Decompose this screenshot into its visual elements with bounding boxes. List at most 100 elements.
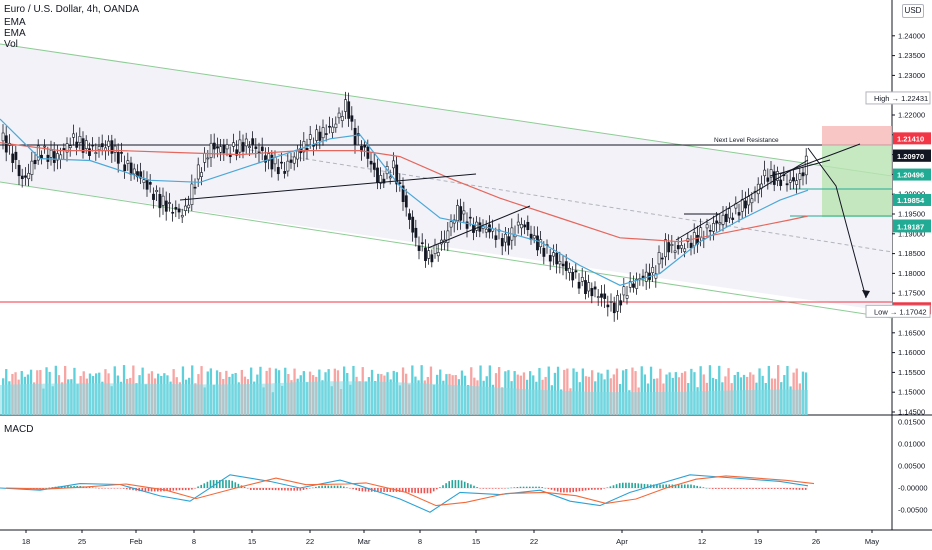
candle-body xyxy=(542,247,546,257)
macd-histogram-bar xyxy=(287,488,289,491)
macd-histogram-bar xyxy=(801,488,804,490)
macd-histogram-bar xyxy=(169,488,171,491)
candle-body xyxy=(635,278,639,289)
indicator-volume[interactable]: Vol xyxy=(4,39,18,50)
candle-body xyxy=(606,304,610,308)
price-tick-label: 1.19000 xyxy=(898,229,925,238)
macd-histogram-bar xyxy=(299,488,302,491)
macd-histogram-bar xyxy=(389,488,392,492)
macd-histogram-bar xyxy=(107,488,109,489)
macd-histogram-bar xyxy=(591,488,593,490)
candle-body xyxy=(504,233,507,243)
volume-bar xyxy=(649,366,653,415)
candle-body xyxy=(398,182,402,184)
macd-histogram-bar xyxy=(380,488,382,492)
price-tick-label: 1.15000 xyxy=(898,388,925,397)
macd-histogram-bar xyxy=(374,488,376,492)
macd-histogram-bar xyxy=(116,488,119,489)
candle-body xyxy=(804,155,808,176)
candle-body xyxy=(779,179,783,186)
currency-badge[interactable]: USD xyxy=(902,4,924,18)
macd-histogram-bar xyxy=(349,488,351,489)
candle-body xyxy=(120,152,123,154)
candle-body xyxy=(270,154,274,170)
macd-histogram-bar xyxy=(262,488,264,490)
macd-histogram-bar xyxy=(126,488,128,490)
volume-bar xyxy=(615,368,619,415)
macd-histogram-bar xyxy=(256,488,258,490)
candle-body xyxy=(331,126,335,133)
candle-body xyxy=(155,190,159,193)
time-tick-label: 22 xyxy=(306,537,314,546)
time-tick-label: 12 xyxy=(698,537,706,546)
macd-histogram-bar xyxy=(454,480,457,488)
macd-histogram-bar xyxy=(746,488,748,489)
candle-body xyxy=(315,129,319,141)
candle-body xyxy=(56,153,59,161)
candle-body xyxy=(222,144,226,154)
macd-histogram-bar xyxy=(501,488,503,489)
indicator-ema-1[interactable]: EMA xyxy=(4,17,26,28)
candle-body xyxy=(395,164,399,185)
candle-body xyxy=(366,146,370,159)
candle-body xyxy=(747,196,751,206)
macd-histogram-bar xyxy=(749,488,751,489)
candle-body xyxy=(772,171,776,185)
candle-body xyxy=(500,238,504,247)
candle-body xyxy=(411,216,415,233)
time-tick-label: 15 xyxy=(472,537,480,546)
macd-histogram-bar xyxy=(355,488,357,491)
macd-histogram-bar xyxy=(318,486,320,488)
price-tick-label: 1.14500 xyxy=(898,408,925,417)
macd-histogram-bar xyxy=(259,488,261,490)
candle-body xyxy=(673,250,677,253)
candle-body xyxy=(340,116,344,121)
candle-body xyxy=(584,280,587,294)
macd-histogram-bar xyxy=(708,488,711,489)
macd-histogram-bar xyxy=(742,488,745,489)
volume-bar xyxy=(659,368,662,415)
macd-histogram-bar xyxy=(516,487,519,488)
macd-histogram-bar xyxy=(234,482,237,488)
macd-tick-label: -0.00000 xyxy=(898,484,928,493)
macd-histogram-bar xyxy=(122,488,125,489)
candle-body xyxy=(548,255,552,262)
trend-line xyxy=(675,159,809,241)
candle-body xyxy=(283,171,287,174)
macd-histogram-bar xyxy=(113,488,116,489)
macd-histogram-bar xyxy=(600,488,602,490)
macd-histogram-bar xyxy=(358,488,361,491)
macd-histogram-bar xyxy=(209,480,212,488)
macd-histogram-bar xyxy=(696,485,698,488)
candle-body xyxy=(168,202,171,204)
volume-bar xyxy=(640,366,643,415)
candle-body xyxy=(328,125,331,128)
candle-body xyxy=(1,132,5,142)
macd-histogram-bar xyxy=(770,488,773,489)
candle-body xyxy=(321,127,325,139)
indicator-ema-2[interactable]: EMA xyxy=(4,28,26,39)
candle-body xyxy=(660,257,664,260)
macd-histogram-bar xyxy=(476,487,478,488)
macd-histogram-bar xyxy=(612,485,615,488)
price-tick-label: 1.19500 xyxy=(898,210,925,219)
candle-body xyxy=(427,250,431,259)
macd-histogram-bar xyxy=(268,488,271,490)
candle-body xyxy=(369,160,373,165)
candle-body xyxy=(520,224,523,229)
candle-body xyxy=(376,167,379,183)
macd-histogram-bar xyxy=(91,487,94,488)
candle-body xyxy=(414,227,418,238)
macd-histogram-bar xyxy=(677,484,680,488)
macd-histogram-bar xyxy=(225,480,227,488)
macd-histogram-bar xyxy=(504,488,506,489)
time-tick-label: 8 xyxy=(418,537,422,546)
candle-body xyxy=(65,143,69,153)
macd-histogram-bar xyxy=(290,488,292,491)
projection-arrow xyxy=(807,147,867,299)
trend-line xyxy=(779,143,861,175)
price-tick-label: 1.23500 xyxy=(898,51,925,60)
candle-body xyxy=(795,180,799,185)
time-tick-label: Mar xyxy=(358,537,371,546)
